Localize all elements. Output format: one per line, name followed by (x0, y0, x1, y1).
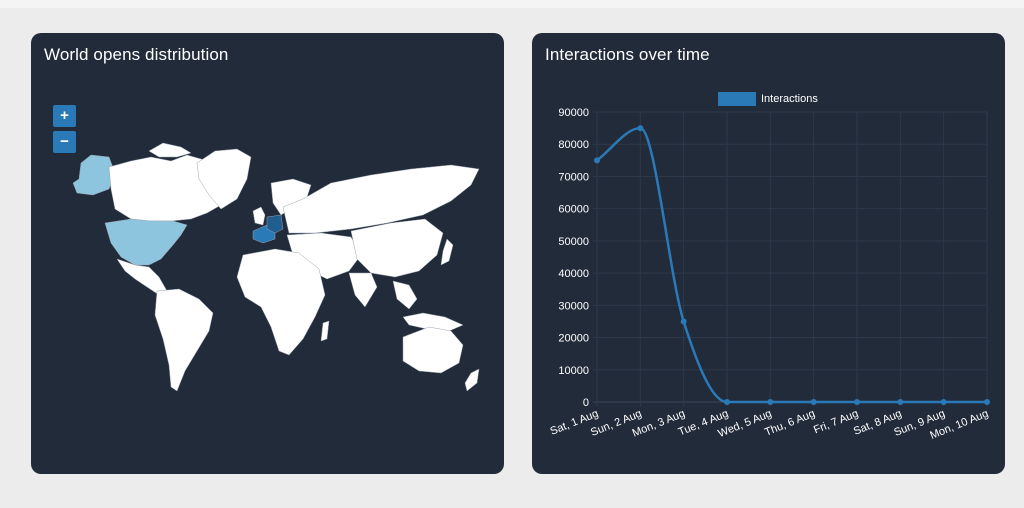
map-region-russia[interactable] (282, 164, 480, 234)
map-region-japan[interactable] (440, 238, 454, 266)
map-region-indonesia[interactable] (402, 312, 464, 332)
y-tick-label: 50000 (558, 236, 589, 248)
map-region-southeast-asia[interactable] (392, 280, 418, 310)
y-tick-label: 90000 (558, 107, 589, 119)
data-point[interactable] (767, 399, 774, 405)
y-tick-label: 20000 (558, 333, 589, 345)
series-points (594, 125, 990, 405)
data-point[interactable] (680, 318, 687, 325)
map-region-madagascar[interactable] (320, 320, 330, 342)
x-tick-label: Fri, 7 Aug (812, 408, 860, 437)
map-region-africa[interactable] (236, 248, 326, 356)
data-point[interactable] (897, 399, 904, 405)
chart-legend[interactable]: Interactions (718, 92, 818, 106)
data-point[interactable] (637, 125, 644, 132)
data-point[interactable] (810, 399, 817, 405)
map-region-india[interactable] (348, 272, 378, 308)
data-point[interactable] (724, 399, 730, 405)
zoom-in-button[interactable]: + (53, 105, 76, 127)
y-tick-label: 30000 (558, 300, 589, 312)
map-region-south-america[interactable] (154, 288, 214, 392)
series-line-interactions (596, 126, 987, 404)
zoom-out-button[interactable]: − (53, 131, 76, 153)
data-point[interactable] (594, 157, 600, 164)
map-region-uk[interactable] (252, 206, 266, 226)
map-region-greenland[interactable] (196, 148, 252, 210)
map-region-new-zealand[interactable] (464, 368, 480, 392)
y-tick-label: 0 (583, 397, 589, 409)
x-tick-label: Thu, 6 Aug (763, 408, 817, 439)
top-strip (0, 0, 1024, 8)
map-region-australia[interactable] (402, 326, 464, 374)
y-tick-label: 10000 (558, 365, 589, 377)
chart-panel-title: Interactions over time (545, 45, 710, 64)
world-map[interactable] (31, 33, 504, 474)
map-region-alaska[interactable] (72, 154, 116, 196)
y-tick-label: 80000 (558, 139, 589, 151)
data-point[interactable] (854, 399, 860, 405)
map-region-east-asia[interactable] (350, 218, 444, 278)
interactions-chart-panel: Interactions over time Interactions 0 100… (532, 33, 1005, 474)
y-axis-ticks: 0 10000 20000 30000 40000 50000 60000 70000 8000… (558, 107, 589, 409)
data-point[interactable] (984, 399, 990, 405)
map-region-germany[interactable] (266, 214, 284, 234)
y-tick-label: 70000 (558, 171, 589, 183)
map-region-usa[interactable] (104, 218, 188, 266)
chart-grid (593, 111, 988, 406)
interactions-line-chart: Interactions 0 10000 20000 30000 40000 50000 6… (549, 92, 991, 442)
map-region-arctic-islands[interactable] (148, 142, 192, 158)
legend-swatch-interactions[interactable] (718, 92, 756, 106)
y-tick-label: 40000 (558, 268, 589, 280)
legend-label-interactions: Interactions (761, 93, 818, 105)
map-panel-title: World opens distribution (44, 45, 229, 64)
data-point[interactable] (940, 399, 947, 405)
world-map-panel: World opens distribution + − (31, 33, 504, 474)
y-tick-label: 60000 (558, 204, 589, 216)
